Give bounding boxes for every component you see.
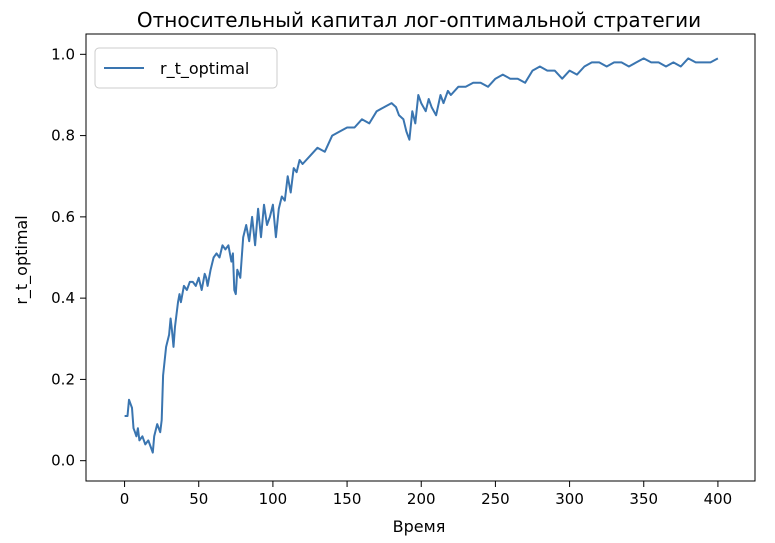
y-tick-label: 0.2 — [51, 370, 75, 388]
legend-label: r_t_optimal — [160, 59, 249, 79]
legend-box — [94, 47, 278, 89]
y-axis: 0.0 0.2 0.4 0.6 0.8 1.0 — [51, 45, 86, 470]
plot-area — [85, 33, 756, 482]
x-tick-label: 50 — [189, 490, 208, 508]
y-tick-label: 1.0 — [51, 45, 75, 63]
x-tick-label: 400 — [704, 490, 733, 508]
plot-frame — [85, 33, 756, 482]
y-tick-label: 0.8 — [51, 127, 75, 145]
series-line-r_t_optimal — [124, 57, 719, 454]
x-tick-label: 0 — [120, 490, 130, 508]
x-tick-label: 250 — [481, 490, 510, 508]
x-axis-label: Время — [393, 517, 446, 536]
x-axis: 0 50 100 150 200 250 300 350 400 — [120, 481, 732, 508]
series-layer — [124, 57, 719, 454]
x-tick-label: 350 — [629, 490, 658, 508]
x-tick-label: 200 — [407, 490, 436, 508]
legend: r_t_optimal — [94, 47, 278, 89]
chart-title: Относительный капитал лог-оптимальной ст… — [137, 8, 701, 32]
y-axis-label: r_t_optimal — [12, 215, 32, 304]
y-tick-label: 0.6 — [51, 208, 75, 226]
x-tick-label: 100 — [259, 490, 288, 508]
y-tick-label: 0.0 — [51, 452, 75, 470]
x-tick-label: 150 — [333, 490, 362, 508]
x-tick-label: 300 — [555, 490, 584, 508]
y-tick-label: 0.4 — [51, 289, 75, 307]
